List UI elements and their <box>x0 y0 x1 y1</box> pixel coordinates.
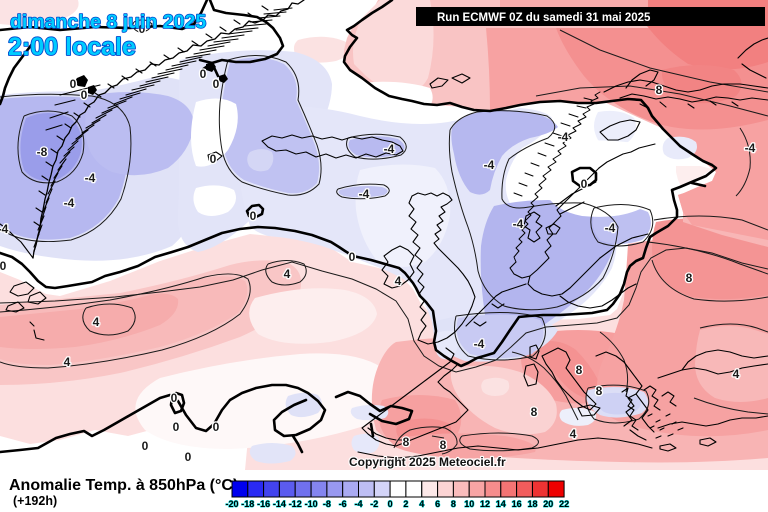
svg-text:0: 0 <box>171 391 178 405</box>
svg-text:-4: -4 <box>0 222 9 236</box>
svg-text:dimanche 8 juin 2025: dimanche 8 juin 2025 <box>10 11 206 33</box>
svg-text:16: 16 <box>512 499 522 509</box>
svg-text:-18: -18 <box>241 499 254 509</box>
svg-text:-8: -8 <box>37 145 48 159</box>
svg-text:-6: -6 <box>339 499 347 509</box>
svg-text:0: 0 <box>213 420 220 434</box>
svg-text:8: 8 <box>451 499 456 509</box>
svg-text:Run ECMWF 0Z du samedi 31 mai: Run ECMWF 0Z du samedi 31 mai 2025 <box>437 12 651 24</box>
svg-text:0: 0 <box>388 499 393 509</box>
svg-text:12: 12 <box>480 499 490 509</box>
svg-text:-4: -4 <box>354 499 362 509</box>
svg-text:20: 20 <box>543 499 553 509</box>
svg-text:Copyright 2025 Meteociel.fr: Copyright 2025 Meteociel.fr <box>349 455 506 469</box>
svg-text:4: 4 <box>284 267 291 281</box>
svg-text:4: 4 <box>395 274 402 288</box>
svg-text:-4: -4 <box>605 221 616 235</box>
svg-text:-4: -4 <box>513 217 524 231</box>
svg-text:-20: -20 <box>225 499 238 509</box>
svg-text:0: 0 <box>173 420 180 434</box>
svg-text:18: 18 <box>527 499 537 509</box>
svg-text:-4: -4 <box>384 142 395 156</box>
svg-text:10: 10 <box>464 499 474 509</box>
svg-text:14: 14 <box>496 499 506 509</box>
svg-text:0: 0 <box>81 88 88 102</box>
svg-text:-4: -4 <box>558 130 569 144</box>
svg-text:0: 0 <box>200 67 207 81</box>
svg-text:0: 0 <box>70 77 77 91</box>
svg-text:Anomalie Temp. à 850hPa (°C): Anomalie Temp. à 850hPa (°C) <box>9 477 238 494</box>
svg-text:-2: -2 <box>370 499 378 509</box>
svg-text:8: 8 <box>596 384 603 398</box>
svg-text:2:00 locale: 2:00 locale <box>8 33 136 61</box>
svg-text:0: 0 <box>581 177 588 191</box>
svg-text:-12: -12 <box>289 499 302 509</box>
svg-text:0: 0 <box>349 250 356 264</box>
svg-text:-4: -4 <box>484 158 495 172</box>
svg-text:0: 0 <box>250 209 257 223</box>
svg-text:0: 0 <box>139 22 146 36</box>
svg-text:4: 4 <box>733 367 740 381</box>
svg-text:-4: -4 <box>474 337 485 351</box>
svg-text:0: 0 <box>185 450 192 464</box>
svg-text:-4: -4 <box>359 187 370 201</box>
svg-text:8: 8 <box>686 271 693 285</box>
svg-text:(+192h): (+192h) <box>13 494 57 508</box>
svg-text:0: 0 <box>210 152 217 166</box>
svg-text:8: 8 <box>656 83 663 97</box>
svg-text:-4: -4 <box>745 141 756 155</box>
svg-text:0: 0 <box>0 259 7 273</box>
svg-text:0: 0 <box>142 439 149 453</box>
svg-text:4: 4 <box>64 355 71 369</box>
svg-text:8: 8 <box>576 363 583 377</box>
svg-text:4: 4 <box>419 499 424 509</box>
svg-text:-10: -10 <box>305 499 318 509</box>
svg-text:8: 8 <box>403 435 410 449</box>
svg-text:0: 0 <box>213 77 220 91</box>
svg-text:8: 8 <box>531 405 538 419</box>
svg-text:8: 8 <box>440 438 447 452</box>
svg-text:4: 4 <box>570 427 577 441</box>
svg-text:-4: -4 <box>85 171 96 185</box>
svg-text:-16: -16 <box>257 499 270 509</box>
svg-text:6: 6 <box>435 499 440 509</box>
svg-text:22: 22 <box>559 499 569 509</box>
svg-text:4: 4 <box>93 315 100 329</box>
svg-text:-8: -8 <box>323 499 331 509</box>
svg-text:-14: -14 <box>273 499 286 509</box>
svg-text:-4: -4 <box>64 196 75 210</box>
svg-text:2: 2 <box>403 499 408 509</box>
